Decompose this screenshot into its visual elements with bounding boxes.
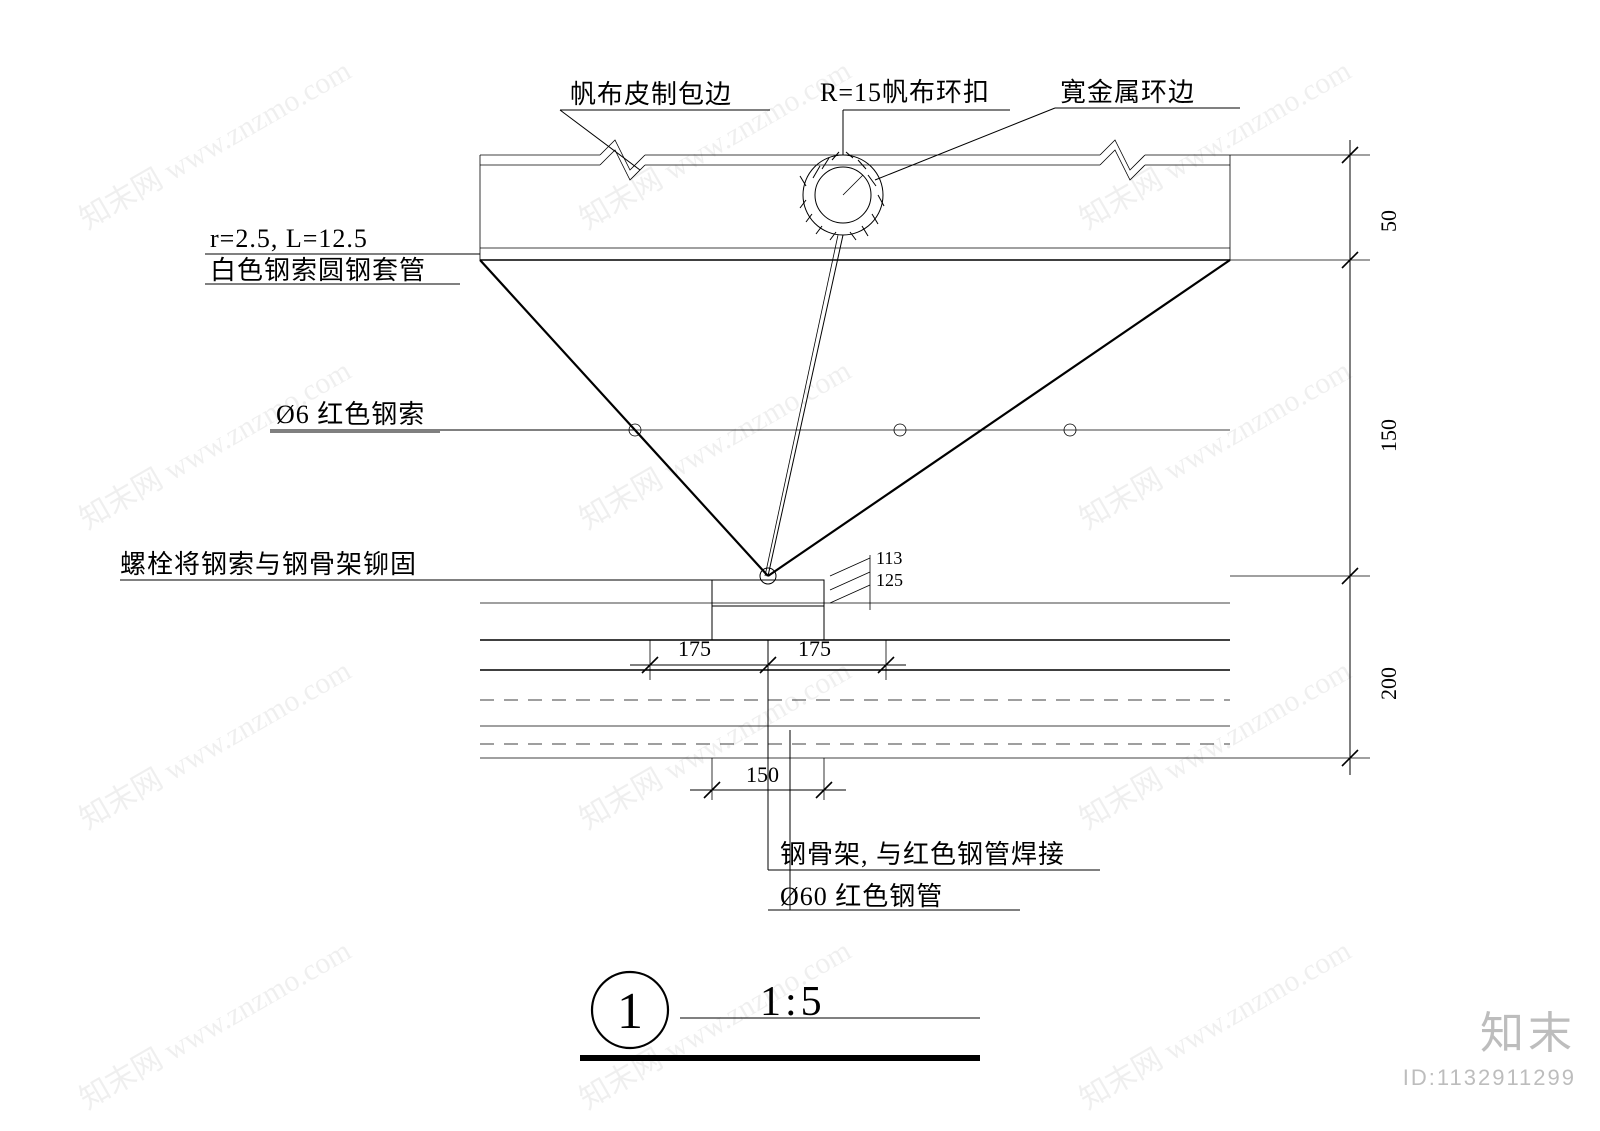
ring-grommet xyxy=(800,110,1010,240)
dim-200: 200 xyxy=(1376,667,1402,700)
dim-50: 50 xyxy=(1376,210,1402,232)
left-leaders xyxy=(120,254,760,580)
dim-125: 125 xyxy=(876,570,903,591)
lbl-red-tube: Ø60 红色钢管 xyxy=(780,884,943,910)
dim-175-l: 175 xyxy=(678,636,711,662)
dim-150: 150 xyxy=(1376,419,1402,452)
dim-175-r: 175 xyxy=(798,636,831,662)
brand-name: 知末 xyxy=(1403,997,1576,1061)
canvas-top-band xyxy=(480,140,1230,260)
cables-v xyxy=(480,235,1230,576)
leader-wide-ring xyxy=(875,108,1240,180)
dim-right xyxy=(1230,140,1370,775)
lbl-sleeve-b: 白色钢索圆钢套管 xyxy=(210,258,426,284)
brand-block: 知末 ID:1132911299 xyxy=(1403,997,1576,1091)
diagram-stage: 1 帆布皮制包边 R=15帆布环扣 寛金属环边 r=2.5, L=12.5 白色… xyxy=(0,0,1600,1131)
lbl-ring-note: R=15帆布环扣 xyxy=(820,80,990,106)
lower-leaders xyxy=(768,640,1100,910)
lbl-frame-note: 钢骨架, 与红色钢管焊接 xyxy=(780,842,1065,868)
svg-text:1: 1 xyxy=(617,983,643,1040)
lbl-red-cable: Ø6 红色钢索 xyxy=(276,402,425,428)
lbl-bolt-note: 螺栓将钢索与钢骨架铆固 xyxy=(120,552,417,578)
anchor-bracket xyxy=(712,555,870,640)
lower-bands xyxy=(480,603,1230,758)
lbl-wide-ring-edge: 寛金属环边 xyxy=(1060,80,1195,106)
scale-text: 1:5 xyxy=(760,978,826,1026)
lbl-canvas-edge: 帆布皮制包边 xyxy=(570,82,732,108)
dim-150h: 150 xyxy=(746,762,779,788)
leader-canvas-edge xyxy=(560,110,770,170)
dim-175 xyxy=(630,640,906,680)
lbl-sleeve-a: r=2.5, L=12.5 xyxy=(210,226,368,252)
brand-id: ID:1132911299 xyxy=(1403,1065,1576,1091)
dim-113: 113 xyxy=(876,548,902,569)
